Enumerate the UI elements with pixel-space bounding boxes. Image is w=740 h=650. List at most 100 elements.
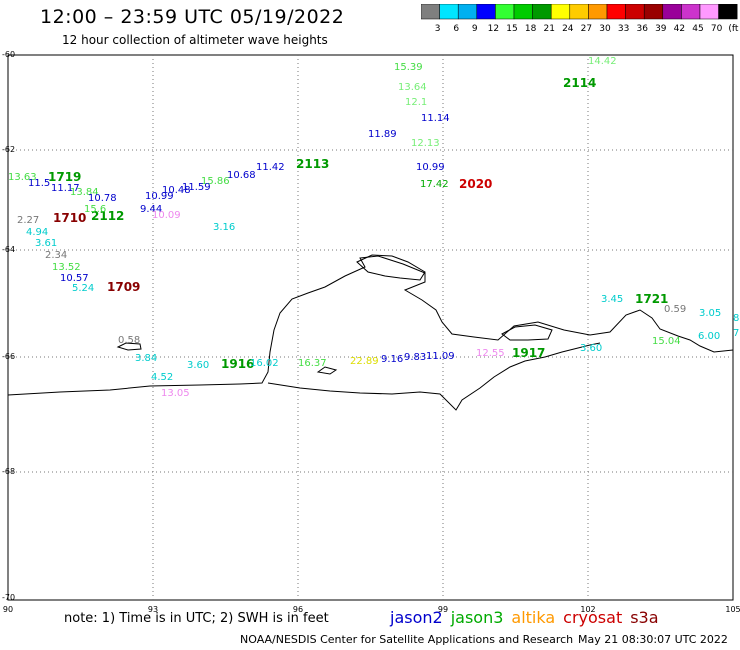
colorbar-label: 6 bbox=[453, 24, 459, 34]
pass-time-label: 1721 bbox=[635, 292, 668, 306]
wave-height-label: 11.5 bbox=[28, 178, 50, 189]
latitude-label: -60 bbox=[2, 50, 15, 59]
latitude-label: -70 bbox=[2, 593, 15, 602]
pass-time-label: 1917 bbox=[512, 346, 545, 360]
wave-height-label: 10.99 bbox=[416, 162, 445, 173]
wave-height-label: 13.63 bbox=[8, 172, 37, 183]
wave-height-points: 15.39 14.42 2114 13.64 12.1 11.14 11.89 12.13 10… bbox=[8, 56, 739, 399]
wave-height-label: 16.02 bbox=[250, 358, 279, 369]
wave-height-label: 11.17 bbox=[51, 183, 80, 194]
wave-height-label: 9.83 bbox=[404, 352, 426, 363]
antarctic-coastline bbox=[7, 254, 734, 411]
colorbar-label: 9 bbox=[472, 24, 478, 34]
wave-height-label: 0.59 bbox=[664, 304, 686, 315]
colorbar-label: (ft) bbox=[728, 24, 739, 34]
wave-height-label: 15.04 bbox=[652, 336, 681, 347]
longitude-label: 96 bbox=[293, 605, 303, 614]
longitude-label: 105 bbox=[725, 605, 740, 614]
colorbar-label: 15 bbox=[506, 24, 517, 34]
colorbar-label: 24 bbox=[562, 24, 574, 34]
graticule bbox=[8, 55, 733, 600]
latitude-label: -66 bbox=[2, 352, 15, 361]
wave-height-label: 10.57 bbox=[60, 273, 89, 284]
latitude-label: -68 bbox=[2, 467, 15, 476]
wave-height-label: 13.52 bbox=[52, 262, 81, 273]
pass-time-label: 1719 bbox=[48, 170, 81, 184]
wave-height-label: 4.52 bbox=[151, 372, 173, 383]
wave-height-label: 12.1 bbox=[405, 97, 427, 108]
wave-height-label: 7 bbox=[733, 328, 739, 339]
colorbar-swatch bbox=[718, 4, 738, 20]
footer-note: note: 1) Time is in UTC; 2) SWH is in fe… bbox=[64, 611, 329, 626]
latitude-label: -62 bbox=[2, 145, 15, 154]
wave-height-label: 13.05 bbox=[161, 388, 190, 399]
wave-height-label: 16.37 bbox=[298, 358, 327, 369]
longitude-label: 90 bbox=[3, 605, 13, 614]
pass-time-label: 2113 bbox=[296, 157, 329, 171]
wave-height-label: 3.60 bbox=[187, 360, 209, 371]
wave-height-label: 9.44 bbox=[140, 204, 162, 215]
map-title: 12:00 – 23:59 UTC 05/19/2022 bbox=[40, 6, 345, 28]
timestamp-text: May 21 08:30:07 UTC 2022 bbox=[578, 633, 728, 646]
credit-text: NOAA/NESDIS Center for Satellite Applica… bbox=[240, 633, 574, 646]
colorbar-label: 18 bbox=[525, 24, 537, 34]
wave-height-label: 3.60 bbox=[580, 343, 602, 354]
legend-altika: altika bbox=[511, 608, 556, 627]
map-frame bbox=[7, 54, 734, 601]
colorbar-label: 27 bbox=[581, 24, 592, 34]
longitude-labels: 90 93 96 99 102 105 bbox=[3, 605, 740, 614]
wave-height-label: 13.84 bbox=[70, 187, 99, 198]
wave-height-label: 22.89 bbox=[350, 356, 379, 367]
colorbar-label: 45 bbox=[692, 24, 703, 34]
map-subtitle: 12 hour collection of altimeter wave hei… bbox=[62, 33, 328, 47]
legend-s3a: s3a bbox=[630, 608, 659, 627]
colorbar-label: 36 bbox=[636, 24, 648, 34]
pass-time-label: 1916 bbox=[221, 357, 254, 371]
wave-height-label: 15.86 bbox=[201, 176, 230, 187]
pass-time-label: 1710 bbox=[53, 211, 86, 225]
legend-jason3: jason3 bbox=[450, 608, 504, 627]
wave-height-label: 13.64 bbox=[398, 82, 427, 93]
colorbar-label: 39 bbox=[655, 24, 667, 34]
latitude-label: -64 bbox=[2, 245, 15, 254]
wave-height-label: 11.59 bbox=[182, 182, 211, 193]
pass-time-label: 2112 bbox=[91, 209, 124, 223]
legend-cryosat: cryosat bbox=[563, 608, 623, 627]
wave-height-label: 11.14 bbox=[421, 113, 450, 124]
wave-height-label: 17.42 bbox=[420, 179, 449, 190]
colorbar-label: 42 bbox=[674, 24, 685, 34]
wave-height-label: 12.55 bbox=[476, 348, 505, 359]
wave-height-label: 14.42 bbox=[588, 56, 617, 67]
wave-height-label: 0.58 bbox=[118, 335, 140, 346]
wave-height-label: 15.39 bbox=[394, 62, 423, 73]
colorbar-label: 30 bbox=[599, 24, 611, 34]
wave-height-label: 3.84 bbox=[135, 353, 157, 364]
longitude-label: 99 bbox=[438, 605, 448, 614]
wave-height-label: 10.09 bbox=[152, 210, 181, 221]
colorbar-label: 21 bbox=[543, 24, 554, 34]
wave-height-label: 9.16 bbox=[381, 354, 403, 365]
longitude-label: 102 bbox=[580, 605, 595, 614]
wave-height-label: 2.34 bbox=[45, 250, 67, 261]
wave-height-label: 11.89 bbox=[368, 129, 397, 140]
colorbar-label: 70 bbox=[711, 24, 723, 34]
wave-height-label: 11.42 bbox=[256, 162, 285, 173]
pass-time-label: 1709 bbox=[107, 280, 140, 294]
wave-height-label: 8 bbox=[733, 313, 739, 324]
wave-height-label: 15.6 bbox=[84, 204, 106, 215]
wave-height-label: 6.00 bbox=[698, 331, 720, 342]
wave-height-label: 3.16 bbox=[213, 222, 235, 233]
legend-jason2: jason2 bbox=[390, 608, 443, 627]
wave-height-label: 10.68 bbox=[227, 170, 256, 181]
satellite-legend: jason2 jason3 altika cryosat s3a bbox=[390, 608, 667, 627]
wave-height-label: 10.78 bbox=[88, 193, 117, 204]
wave-height-label: 4.94 bbox=[26, 227, 48, 238]
longitude-label: 93 bbox=[148, 605, 158, 614]
wave-height-label: 11.09 bbox=[426, 351, 455, 362]
colorbar-label: 12 bbox=[488, 24, 499, 34]
pass-time-label: 2114 bbox=[563, 76, 596, 90]
pass-time-label: 2020 bbox=[459, 177, 492, 191]
wave-height-label: 5.24 bbox=[72, 283, 94, 294]
